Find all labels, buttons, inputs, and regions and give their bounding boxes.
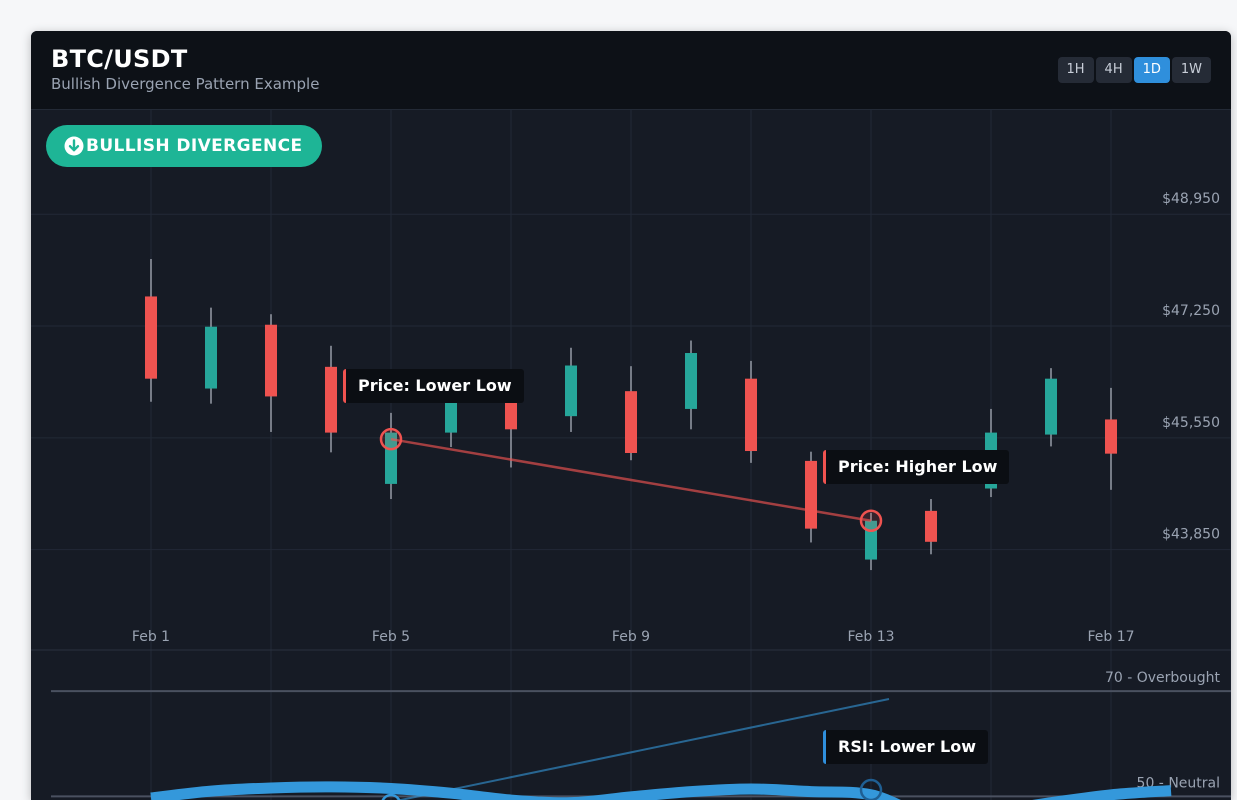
timeframe-selector: 1H 4H 1D 1W — [1057, 57, 1211, 83]
candle-body — [385, 432, 397, 484]
y-tick-label: $45,550 — [1162, 415, 1220, 431]
chart-subtitle: Bullish Divergence Pattern Example — [51, 75, 320, 93]
candle-body — [625, 391, 637, 453]
candle — [745, 360, 757, 463]
candle-body — [265, 324, 277, 397]
price-and-rsi-chart: $48,950 $47,250 $45,550 $43,850 Feb 1 Feb 5 Fe… — [31, 109, 1231, 800]
chart-header: BTC/USDT Bullish Divergence Pattern Exam… — [31, 31, 1231, 110]
candle-body — [1105, 419, 1117, 454]
axis-ticks: $48,950 $47,250 $45,550 $43,850 Feb 1 Feb 5 Fe… — [132, 191, 1220, 645]
chart-card: BTC/USDT Bullish Divergence Pattern Exam… — [31, 31, 1231, 800]
rsi-line — [150, 781, 1172, 800]
candle-body — [1045, 378, 1057, 435]
rsi-low-marker — [859, 778, 883, 800]
candle-body — [685, 353, 697, 409]
candle-body — [745, 378, 757, 452]
rsi-reference-label: 70 - Overbought — [1105, 670, 1221, 686]
candle-body — [805, 460, 817, 529]
price-low-marker — [859, 509, 883, 532]
timeframe-1h-button[interactable]: 1H — [1057, 57, 1094, 83]
candle-body — [925, 510, 937, 542]
y-tick-label: $48,950 — [1162, 191, 1220, 207]
rsi-lower-low-callout: RSI: Lower Low — [823, 730, 989, 764]
candle — [265, 314, 277, 432]
price-higher-low-callout: Price: Higher Low — [823, 450, 1010, 484]
rsi-trendline — [395, 698, 890, 800]
price-lower-low-callout: Price: Lower Low — [343, 369, 524, 403]
candle-body — [145, 296, 157, 379]
timeframe-4h-button[interactable]: 4H — [1095, 57, 1132, 83]
divergence-markers — [379, 427, 890, 800]
candle — [805, 451, 817, 543]
candle — [1045, 368, 1057, 447]
x-tick-label: Feb 1 — [132, 629, 170, 645]
candle — [325, 345, 337, 453]
candle-body — [565, 365, 577, 417]
price-trendline — [390, 437, 872, 522]
x-tick-label: Feb 13 — [847, 629, 894, 645]
candle — [625, 366, 637, 461]
chart-title: BTC/USDT — [51, 45, 188, 73]
candle — [145, 258, 157, 402]
candle — [565, 347, 577, 432]
candle-body — [325, 366, 337, 433]
bullish-divergence-badge: BULLISH DIVERGENCE — [46, 125, 322, 167]
candle — [925, 499, 937, 555]
badge-label: BULLISH DIVERGENCE — [86, 136, 303, 156]
timeframe-1w-button[interactable]: 1W — [1171, 57, 1211, 83]
x-tick-label: Feb 9 — [612, 629, 650, 645]
x-tick-label: Feb 17 — [1087, 629, 1134, 645]
candle-body — [205, 326, 217, 389]
x-tick-label: Feb 5 — [372, 629, 410, 645]
candle — [1105, 387, 1117, 490]
y-tick-label: $47,250 — [1162, 303, 1220, 319]
candle — [685, 340, 697, 430]
timeframe-1d-button[interactable]: 1D — [1133, 57, 1170, 83]
price-low-marker — [379, 427, 403, 451]
y-tick-label: $43,850 — [1162, 527, 1220, 543]
rsi-low-marker — [381, 793, 401, 800]
candle — [385, 412, 397, 500]
candle — [205, 307, 217, 404]
arrow-down-circle-icon — [64, 136, 84, 156]
